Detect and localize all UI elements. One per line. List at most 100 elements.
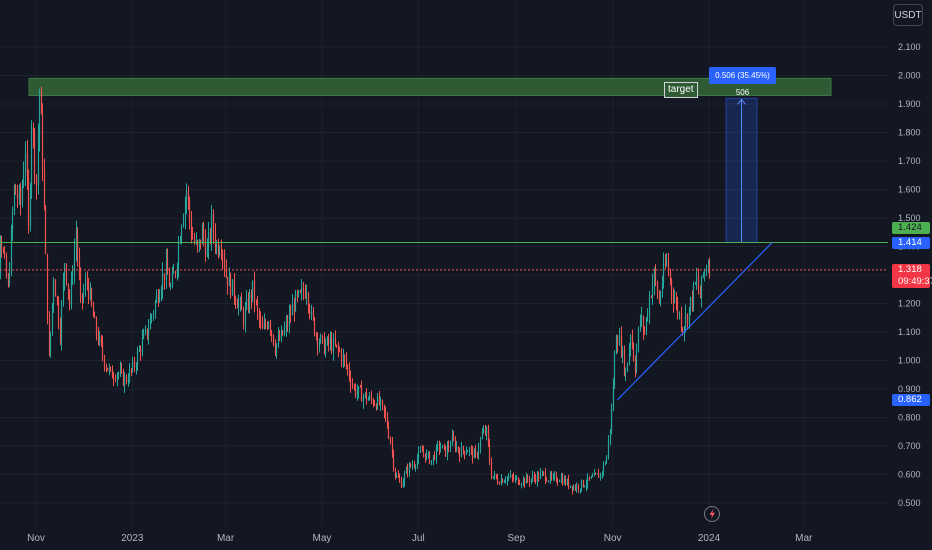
candle-body xyxy=(531,475,534,479)
candle-body xyxy=(707,265,710,271)
candle-body xyxy=(359,386,362,388)
candle-body xyxy=(285,321,288,329)
price-range-measure[interactable] xyxy=(725,97,758,244)
candle-body xyxy=(236,303,239,308)
candle-body xyxy=(337,344,340,350)
candle-body xyxy=(446,445,449,456)
currency-button[interactable]: USDT xyxy=(893,4,923,26)
candle-body xyxy=(528,479,531,483)
candle-body xyxy=(247,299,250,310)
candle-body xyxy=(503,481,506,483)
x-tick-label: Mar xyxy=(795,533,813,544)
x-tick-label: May xyxy=(312,533,331,544)
candle-body xyxy=(613,354,616,387)
candle-body xyxy=(82,290,85,299)
candle-body xyxy=(93,316,96,319)
candle-body xyxy=(250,292,253,299)
candle-body xyxy=(541,472,544,474)
candle-body xyxy=(702,274,705,276)
candle-body xyxy=(471,448,474,459)
candle-body xyxy=(122,370,125,385)
candle-body xyxy=(315,334,318,336)
resistance-price-label: 1.414 xyxy=(892,237,930,249)
target-label[interactable]: target xyxy=(664,82,698,98)
candle-body xyxy=(688,307,691,324)
candle-body xyxy=(616,338,619,346)
candle-body xyxy=(21,185,24,204)
candle-body xyxy=(362,396,365,402)
candle-body xyxy=(149,318,152,329)
y-tick-label: 1.500 xyxy=(898,213,921,223)
candle-body xyxy=(196,241,199,248)
candle-body xyxy=(476,453,479,456)
candle-body xyxy=(267,322,270,328)
candle-body xyxy=(147,328,150,337)
candle-body xyxy=(460,446,463,457)
candle-body xyxy=(621,349,624,355)
candle-body xyxy=(357,386,360,392)
candle-body xyxy=(605,456,608,464)
candle-body xyxy=(658,296,661,303)
y-tick-label: 0.800 xyxy=(898,413,921,423)
chart-lines[interactable] xyxy=(0,242,888,401)
candle-body xyxy=(87,281,90,299)
candle-body xyxy=(463,450,466,455)
candle-body xyxy=(327,337,330,344)
candle-body xyxy=(683,327,686,333)
candle-body xyxy=(351,385,354,387)
y-tick-label: 1.600 xyxy=(898,185,921,195)
x-tick-label: Sep xyxy=(507,533,525,544)
candle-body xyxy=(465,452,468,455)
candle-body xyxy=(637,327,640,350)
candle-body xyxy=(705,270,708,272)
y-tick-label: 0.900 xyxy=(898,384,921,394)
candle-body xyxy=(29,187,32,227)
candle-body xyxy=(449,445,452,448)
candle-body xyxy=(206,247,209,257)
candle-body xyxy=(665,259,668,266)
candle-body xyxy=(664,263,667,266)
candle-body xyxy=(451,435,454,446)
candle-body xyxy=(582,480,585,487)
lightning-icon[interactable] xyxy=(704,506,720,522)
candle-body xyxy=(569,485,572,488)
candle-body xyxy=(588,476,591,479)
candle-body xyxy=(634,359,637,372)
candle-body xyxy=(444,445,447,456)
target-zone[interactable] xyxy=(28,77,832,96)
candle-body xyxy=(84,281,87,291)
candle-body xyxy=(509,475,512,478)
candle-body xyxy=(549,474,552,481)
candle-body xyxy=(348,368,351,378)
candle-body xyxy=(51,303,54,332)
candle-body xyxy=(286,321,289,326)
candle-body xyxy=(204,239,207,257)
candle-body xyxy=(564,478,567,485)
candle-body xyxy=(425,453,428,460)
candle-body xyxy=(188,199,191,220)
target-zone-rect[interactable] xyxy=(28,77,832,96)
candle-body xyxy=(313,318,316,335)
candle-body xyxy=(277,336,280,344)
candle-body xyxy=(416,458,419,466)
candle-body xyxy=(318,342,321,347)
measure-arrow-head xyxy=(737,98,746,105)
candle-body xyxy=(567,479,570,488)
candle-body xyxy=(673,300,676,303)
candle-body xyxy=(386,415,389,428)
candle-body xyxy=(288,313,291,326)
trendline[interactable] xyxy=(616,242,773,401)
candle-body xyxy=(433,455,436,460)
y-tick-label: 1.700 xyxy=(898,156,921,166)
candle-body xyxy=(2,250,5,252)
candle-body xyxy=(520,483,523,485)
candle-body xyxy=(294,292,297,312)
candle-body xyxy=(48,318,51,356)
candle-body xyxy=(394,468,397,477)
candle-body xyxy=(626,362,629,372)
candle-body xyxy=(411,465,414,467)
candle-body xyxy=(597,473,600,478)
candle-body xyxy=(0,241,3,251)
candle-body xyxy=(670,279,673,294)
